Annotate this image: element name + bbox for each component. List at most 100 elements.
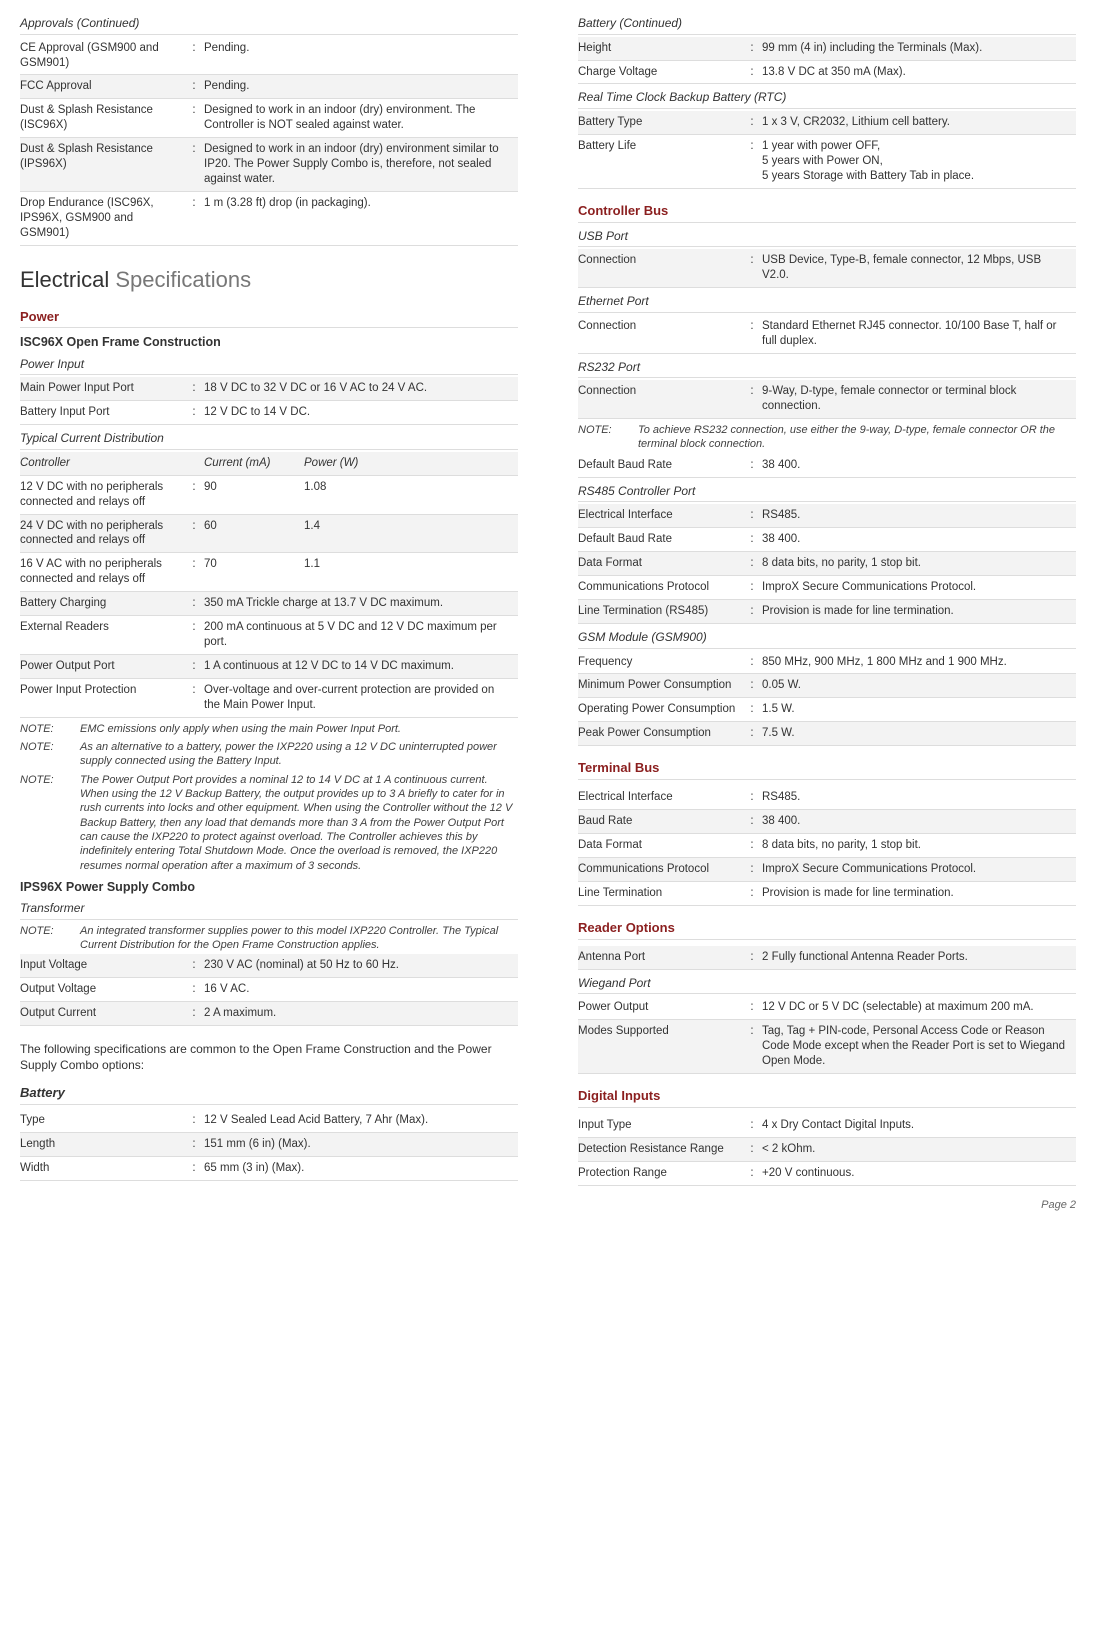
spec-label: Communications Protocol <box>578 576 748 600</box>
colon: : <box>190 37 204 75</box>
spec-label: Antenna Port <box>578 946 748 969</box>
spec-value: RS485. <box>762 786 1076 809</box>
spec-row: Detection Resistance Range:< 2 kOhm. <box>578 1137 1076 1161</box>
spec-label: Frequency <box>578 651 748 674</box>
ctrl-table: Controller Current (mA) Power (W) 12 V D… <box>20 452 518 593</box>
spec-label: Battery Charging <box>20 592 190 615</box>
approvals-table: CE Approval (GSM900 and GSM901):Pending.… <box>20 37 518 246</box>
spec-label: Electrical Interface <box>578 504 748 527</box>
spec-value: RS485. <box>762 504 1076 527</box>
spec-value: 16 V AC. <box>204 978 518 1002</box>
spec-row: Battery Life:1 year with power OFF, 5 ye… <box>578 135 1076 189</box>
note-text: To achieve RS232 connection, use either … <box>638 423 1076 452</box>
spec-row: Battery Type:1 x 3 V, CR2032, Lithium ce… <box>578 111 1076 134</box>
rtc-table: Battery Type:1 x 3 V, CR2032, Lithium ce… <box>578 111 1076 189</box>
transformer-heading: Transformer <box>20 901 518 920</box>
rs485-table: Electrical Interface: RS485.Default Baud … <box>578 504 1076 624</box>
digital-table: Input Type:4 x Dry Contact Digital Input… <box>578 1114 1076 1186</box>
spec-value: Provision is made for line termination. <box>762 599 1076 623</box>
spec-label: Battery Input Port <box>20 401 190 425</box>
spec-power: 1.08 <box>304 475 518 514</box>
spec-value: USB Device, Type-B, female connector, 12… <box>762 249 1076 287</box>
spec-row: Height:99 mm (4 in) including the Termin… <box>578 37 1076 60</box>
colon: : <box>748 111 762 134</box>
spec-value: 12 V Sealed Lead Acid Battery, 7 Ahr (Ma… <box>204 1109 518 1132</box>
spec-label: Line Termination (RS485) <box>578 599 748 623</box>
digital-heading: Digital Inputs <box>578 1088 1076 1108</box>
spec-label: Battery Life <box>578 135 748 189</box>
gsm-table: Frequency:850 MHz, 900 MHz, 1 800 MHz an… <box>578 651 1076 747</box>
spec-row: Modes Supported:Tag, Tag + PIN-code, Per… <box>578 1020 1076 1074</box>
colon: : <box>748 834 762 858</box>
spec-row: FCC Approval:Pending. <box>20 75 518 99</box>
spec-label: Output Voltage <box>20 978 190 1002</box>
colon: : <box>190 616 204 655</box>
spec-label: Line Termination <box>578 881 748 905</box>
colon: : <box>748 946 762 969</box>
note-label: NOTE: <box>20 740 80 769</box>
spec-label: Protection Range <box>578 1161 748 1185</box>
spec-value: 1 A continuous at 12 V DC to 14 V DC max… <box>204 655 518 679</box>
colon: : <box>190 138 204 192</box>
page-number: Page 2 <box>20 1198 1076 1212</box>
colon: : <box>748 881 762 905</box>
colon: : <box>190 192 204 246</box>
spec-row: Battery Charging:350 mA Trickle charge a… <box>20 592 518 615</box>
spec-label: Connection <box>578 380 748 418</box>
rs232-heading: RS232 Port <box>578 360 1076 379</box>
spec-label: 16 V AC with no peripherals connected an… <box>20 553 190 592</box>
colon: : <box>748 60 762 84</box>
spec-power: 1.1 <box>304 553 518 592</box>
colon: : <box>748 857 762 881</box>
eth-heading: Ethernet Port <box>578 294 1076 313</box>
spec-value: 13.8 V DC at 350 mA (Max). <box>762 60 1076 84</box>
note-text: The Power Output Port provides a nominal… <box>80 773 518 873</box>
spec-row: Power Output Port:1 A continuous at 12 V… <box>20 655 518 679</box>
spec-row: Type:12 V Sealed Lead Acid Battery, 7 Ah… <box>20 1109 518 1132</box>
spec-value: 7.5 W. <box>762 722 1076 746</box>
usb-heading: USB Port <box>578 229 1076 248</box>
note-label: NOTE: <box>578 423 638 452</box>
reader-table: Antenna Port:2 Fully functional Antenna … <box>578 946 1076 970</box>
spec-value: 2 Fully functional Antenna Reader Ports. <box>762 946 1076 969</box>
colon: : <box>190 592 204 615</box>
spec-row: Main Power Input Port:18 V DC to 32 V DC… <box>20 377 518 400</box>
ctrl-bus-heading: Controller Bus <box>578 203 1076 223</box>
rs232-table: Connection:9-Way, D-type, female connect… <box>578 380 1076 419</box>
note-row: NOTE:EMC emissions only apply when using… <box>20 722 518 736</box>
elec-title-1: Electrical <box>20 267 109 292</box>
spec-value: 8 data bits, no parity, 1 stop bit. <box>762 552 1076 576</box>
colon: : <box>748 810 762 834</box>
spec-label: Data Format <box>578 552 748 576</box>
spec-row: Default Baud Rate:38 400. <box>578 528 1076 552</box>
term-bus-heading: Terminal Bus <box>578 760 1076 780</box>
ctrl-header-row: Controller Current (mA) Power (W) <box>20 452 518 475</box>
spec-value: 12 V DC or 5 V DC (selectable) at maximu… <box>762 996 1076 1019</box>
colon: : <box>190 553 204 592</box>
colon: : <box>190 954 204 977</box>
spec-label: Detection Resistance Range <box>578 1137 748 1161</box>
right-column: Battery (Continued) Height:99 mm (4 in) … <box>578 10 1076 1186</box>
spec-label: Drop Endurance (ISC96X, IPS96X, GSM900 a… <box>20 192 190 246</box>
bat-cont-heading: Battery (Continued) <box>578 16 1076 35</box>
battery-heading: Battery <box>20 1085 518 1105</box>
spec-label: Connection <box>578 249 748 287</box>
spec-label: Dust & Splash Resistance (IPS96X) <box>20 138 190 192</box>
wiegand-heading: Wiegand Port <box>578 976 1076 995</box>
colon: : <box>748 996 762 1019</box>
spec-value: 350 mA Trickle charge at 13.7 V DC maxim… <box>204 592 518 615</box>
spec-value: 1.5 W. <box>762 698 1076 722</box>
colon: : <box>748 576 762 600</box>
spec-row: Power Input Protection:Over-voltage and … <box>20 679 518 718</box>
rtc-heading: Real Time Clock Backup Battery (RTC) <box>578 90 1076 109</box>
spec-label: Minimum Power Consumption <box>578 674 748 698</box>
spec-value: 1 x 3 V, CR2032, Lithium cell battery. <box>762 111 1076 134</box>
usb-table: Connection:USB Device, Type-B, female co… <box>578 249 1076 288</box>
spec-label: Type <box>20 1109 190 1132</box>
spec-row: Connection:9-Way, D-type, female connect… <box>578 380 1076 418</box>
power-input-table: Main Power Input Port:18 V DC to 32 V DC… <box>20 377 518 425</box>
spec-label: External Readers <box>20 616 190 655</box>
spec-label: Default Baud Rate <box>578 454 748 477</box>
note-text: EMC emissions only apply when using the … <box>80 722 518 736</box>
spec-value: ImproX Secure Communications Protocol. <box>762 857 1076 881</box>
